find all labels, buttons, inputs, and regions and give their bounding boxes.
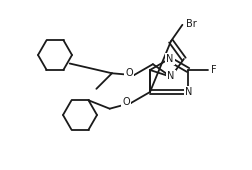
Text: N: N (166, 54, 174, 64)
Text: O: O (125, 68, 133, 78)
Text: Br: Br (186, 19, 197, 29)
Text: N: N (167, 71, 175, 81)
Text: O: O (122, 97, 130, 107)
Text: N: N (185, 87, 193, 97)
Text: F: F (211, 65, 217, 75)
